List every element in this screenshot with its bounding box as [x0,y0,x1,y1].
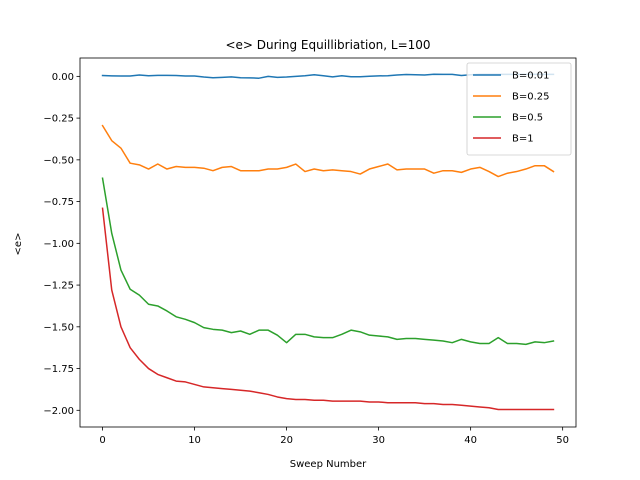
y-tick-label: −1.25 [43,281,74,292]
chart-title: <e> During Equillibriation, L=100 [225,38,430,52]
series-line-1 [101,124,555,178]
legend-label-1: B=0.25 [512,92,550,103]
x-tick-label: 40 [464,435,477,446]
y-tick-label: −1.50 [43,322,74,333]
series-line-2 [101,177,555,346]
y-tick-label: −0.75 [43,197,74,208]
y-axis-label: <e> [13,233,24,256]
y-tick-label: 0.00 [52,72,74,83]
y-tick-label: −0.25 [43,114,74,125]
y-tick-label: −1.00 [43,239,74,250]
x-tick-label: 50 [556,435,569,446]
legend: B=0.01 B=0.25 B=0.5 B=1 [466,62,572,156]
legend-label-2: B=0.5 [512,113,543,124]
plot-area: 0 10 20 30 40 50 0.00 −0.25 −0.50 −0.75 −1.00 −1.25… [43,57,577,446]
legend-box [466,62,572,156]
legend-label-3: B=1 [512,134,534,145]
x-tick-label: 30 [372,435,385,446]
axes-frame [79,57,577,428]
x-tick-label: 20 [280,435,293,446]
y-tick-label: −0.50 [43,155,74,166]
y-tick-label: −1.75 [43,364,74,375]
x-tick-label: 10 [188,435,201,446]
legend-label-0: B=0.01 [512,71,550,82]
x-axis-label: Sweep Number [290,459,367,470]
series-line-3 [101,207,555,411]
x-tick-label: 0 [99,435,105,446]
y-tick-label: −2.00 [43,406,74,417]
